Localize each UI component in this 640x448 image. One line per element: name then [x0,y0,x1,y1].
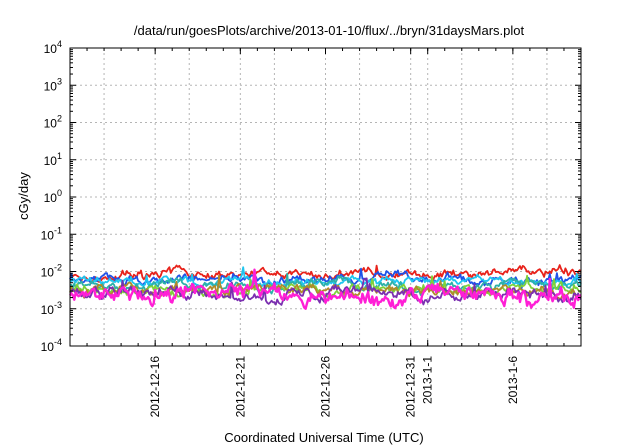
y-tick-label: 104 [44,39,62,56]
x-tick-label: 2013-1-6 [506,356,520,404]
series-line-1 [69,264,582,285]
chart-title: /data/run/goesPlots/archive/2013-01-10/f… [134,23,525,38]
x-axis: 2012-12-16 2012-12-21 2012-12-26 2012-12-31… [86,48,565,418]
x-axis-label: Coordinated Universal Time (UTC) [224,430,423,445]
x-tick-label: 2012-12-21 [233,356,247,418]
y-tick-label: 10-3 [41,300,62,317]
y-tick-label: 10-1 [41,225,62,242]
y-tick-label: 100 [44,188,62,205]
x-tick-label: 2012-12-26 [319,356,333,418]
y-tick-label: 101 [44,151,62,168]
y-tick-label: 102 [44,114,62,131]
y-axis: 10-4 10-3 10-2 10-1 100 101 102 103 104 [41,39,581,354]
y-axis-label: cGy/day [16,172,31,220]
series-group [69,264,582,310]
y-tick-label: 10-2 [41,263,62,280]
series-line-8 [69,268,581,310]
series-line-2 [69,267,582,290]
y-tick-label: 10-4 [41,337,62,354]
x-tick-label: 2012-12-31 [404,356,418,418]
x-tick-label: 2013-1-1 [421,356,435,404]
x-tick-label: 2012-12-16 [148,356,162,418]
y-tick-label: 103 [44,76,62,93]
series-line-4 [69,272,582,296]
